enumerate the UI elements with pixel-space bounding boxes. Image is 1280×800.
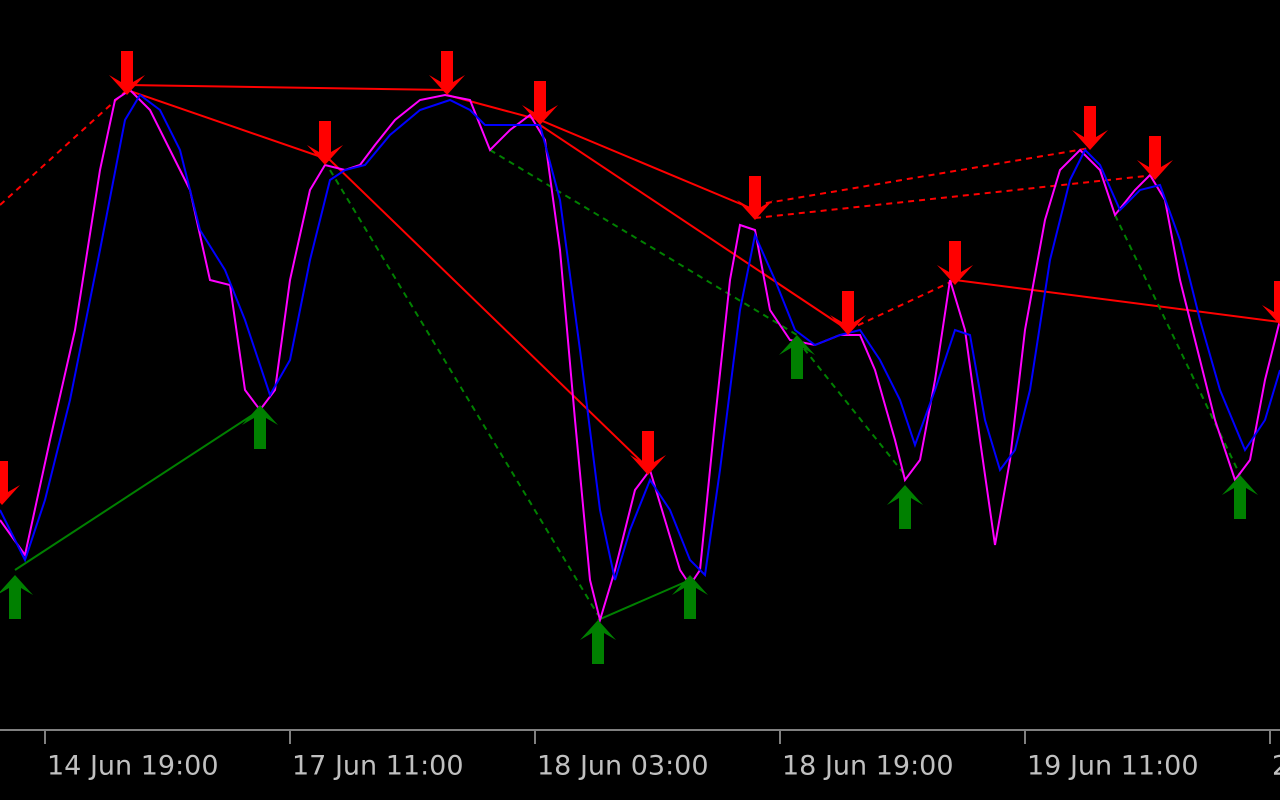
series-line bbox=[0, 93, 1280, 581]
signal-arrow bbox=[109, 51, 145, 95]
signal-arrow bbox=[1222, 475, 1258, 519]
signal-arrow bbox=[1072, 106, 1108, 150]
x-tick-label: 18 Jun 03:00 bbox=[537, 751, 709, 782]
trend-line bbox=[539, 124, 849, 331]
signal-arrow bbox=[830, 291, 866, 335]
trend-line bbox=[847, 279, 956, 331]
signal-arrow bbox=[522, 81, 558, 125]
trend-line bbox=[126, 89, 649, 469]
trend-line bbox=[597, 579, 691, 621]
trend-line bbox=[489, 149, 798, 336]
trend-line bbox=[754, 147, 1091, 206]
x-tick-label: 2 bbox=[1272, 751, 1280, 782]
signal-arrow bbox=[307, 121, 343, 165]
trend-line bbox=[754, 174, 1156, 219]
x-tick-label: 19 Jun 11:00 bbox=[1027, 751, 1199, 782]
signal-arrow bbox=[672, 575, 708, 619]
signal-arrow bbox=[937, 241, 973, 285]
signal-arrow bbox=[1262, 281, 1280, 325]
signal-arrow bbox=[887, 485, 923, 529]
x-tick-label: 14 Jun 19:00 bbox=[47, 751, 219, 782]
signal-arrow bbox=[429, 51, 465, 95]
signal-arrow bbox=[580, 620, 616, 664]
trend-line bbox=[126, 84, 448, 91]
trend-line bbox=[796, 339, 906, 476]
signal-arrow bbox=[0, 461, 20, 505]
signal-arrow bbox=[630, 431, 666, 475]
signal-arrow bbox=[737, 176, 773, 220]
x-tick-label: 18 Jun 19:00 bbox=[782, 751, 954, 782]
trend-line bbox=[14, 409, 261, 571]
signal-arrow bbox=[779, 335, 815, 379]
trend-line bbox=[954, 279, 1280, 323]
x-tick-label: 17 Jun 11:00 bbox=[292, 751, 464, 782]
signal-arrow bbox=[1137, 136, 1173, 180]
series-line bbox=[0, 88, 1280, 624]
signal-arrow bbox=[242, 405, 278, 449]
signal-arrow bbox=[0, 575, 33, 619]
trend-line bbox=[329, 169, 599, 616]
trend-line bbox=[1114, 214, 1241, 476]
